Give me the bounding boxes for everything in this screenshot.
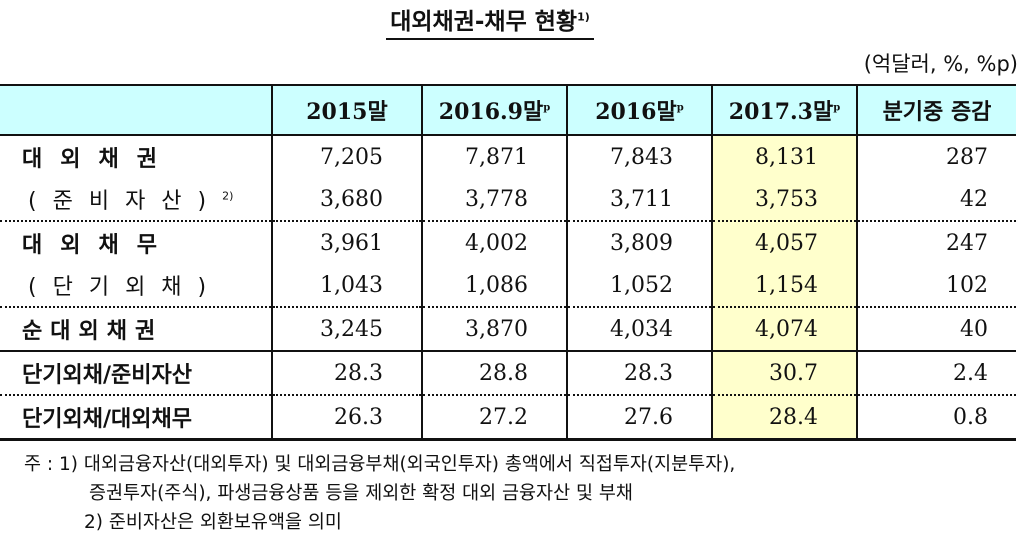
external-claims-debt-table: 2015말 2016.9말p 2016말p 2017.3말p 분기중 증감 대외…	[0, 84, 1016, 441]
cell: 3,711	[566, 178, 712, 222]
row-label: 대외채권	[22, 147, 175, 172]
footnote-2-mark: 2)	[84, 512, 103, 533]
cell: 4,034	[566, 307, 712, 352]
header-2017-3: 2017.3말p	[711, 84, 857, 136]
footnote-1-line-2: 증권투자(주식), 파생금융상품 등을 제외한 확정 대외 금융자산 및 부채	[89, 483, 633, 504]
cell-highlight: 3,753	[711, 178, 857, 222]
cell-change: 2.4	[856, 351, 1016, 396]
row-label: 단기외채/대외채무	[0, 395, 272, 441]
cell: 1,052	[566, 264, 712, 308]
table-row: 순대외채권 3,245 3,870 4,034 4,074 40	[0, 307, 1016, 352]
footnote-1-text: 대외금융자산(대외투자) 및 대외금융부채(외국인투자) 총액에서 직접투자(지…	[83, 454, 736, 475]
cell: 26.3	[271, 395, 422, 441]
cell: 28.8	[421, 351, 567, 396]
cell: 3,870	[421, 307, 567, 352]
cell-highlight: 8,131	[711, 135, 857, 178]
cell-change: 287	[856, 135, 1016, 178]
cell: 3,778	[421, 178, 567, 222]
cell-highlight: 4,057	[711, 221, 857, 264]
cell: 4,002	[421, 221, 567, 264]
cell: 1,086	[421, 264, 567, 308]
cell: 27.2	[421, 395, 567, 441]
cell-highlight: 1,154	[711, 264, 857, 308]
cell-highlight: 30.7	[711, 351, 857, 396]
cell: 7,843	[566, 135, 712, 178]
notes-prefix: 주 :	[24, 454, 54, 475]
row-label: (단기외채)	[0, 264, 272, 308]
header-quarterly-change: 분기중 증감	[856, 84, 1016, 136]
cell-change: 102	[856, 264, 1016, 308]
cell: 3,680	[271, 178, 422, 222]
footnote-2: 2) 준비자산은 외환보유액을 의미	[24, 508, 735, 537]
row-label: 대외채무	[22, 233, 175, 258]
header-2015: 2015말	[271, 84, 422, 136]
table-row: 단기외채/준비자산 28.3 28.8 28.3 30.7 2.4	[0, 351, 1016, 396]
footnote-1-mark: 1)	[59, 454, 79, 475]
cell: 7,871	[421, 135, 567, 178]
title-footnote-mark: 1)	[577, 10, 590, 24]
document-title: 대외채권-채무 현황1)	[0, 2, 980, 40]
title-text: 대외채권-채무 현황	[390, 9, 578, 35]
footnote-2-text: 준비자산은 외환보유액을 의미	[108, 512, 342, 533]
cell: 28.3	[271, 351, 422, 396]
cell-change: 0.8	[856, 395, 1016, 441]
cell-highlight: 28.4	[711, 395, 857, 441]
table-row: (단기외채) 1,043 1,086 1,052 1,154 102	[0, 264, 1016, 308]
row-label: 순대외채권	[0, 307, 272, 352]
cell-change: 42	[856, 178, 1016, 222]
row-label: 단기외채/준비자산	[0, 351, 272, 396]
footnote-1-line-1: 주 : 1) 대외금융자산(대외투자) 및 대외금융부채(외국인투자) 총액에서…	[24, 450, 735, 479]
table-row: 단기외채/대외채무 26.3 27.2 27.6 28.4 0.8	[0, 395, 1016, 441]
unit-label: (억달러, %, %p)	[863, 52, 1018, 76]
cell: 28.3	[566, 351, 712, 396]
cell: 3,961	[271, 221, 422, 264]
cell: 27.6	[566, 395, 712, 441]
header-2016: 2016말p	[566, 84, 712, 136]
cell-change: 247	[856, 221, 1016, 264]
cell-change: 40	[856, 307, 1016, 352]
cell: 3,809	[566, 221, 712, 264]
header-row: 2015말 2016.9말p 2016말p 2017.3말p 분기중 증감	[0, 84, 1016, 136]
cell: 7,205	[271, 135, 422, 178]
table-row: 대외채권 7,205 7,871 7,843 8,131 287	[0, 135, 1016, 178]
table-row: (준비자산)2) 3,680 3,778 3,711 3,753 42	[0, 178, 1016, 222]
cell: 1,043	[271, 264, 422, 308]
header-2016-9: 2016.9말p	[421, 84, 567, 136]
cell-highlight: 4,074	[711, 307, 857, 352]
table-row: 대외채무 3,961 4,002 3,809 4,057 247	[0, 221, 1016, 264]
footnotes: 주 : 1) 대외금융자산(대외투자) 및 대외금융부채(외국인투자) 총액에서…	[24, 450, 735, 537]
cell: 3,245	[271, 307, 422, 352]
row-label: (준비자산)2)	[0, 178, 272, 222]
header-label-column	[0, 84, 272, 136]
